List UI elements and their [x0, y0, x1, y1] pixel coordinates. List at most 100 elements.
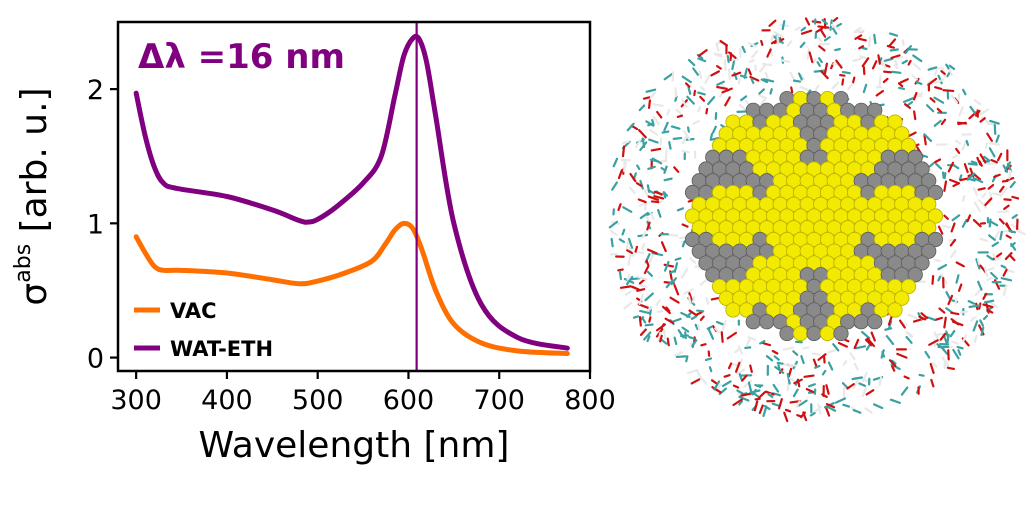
solvent-bond	[945, 330, 950, 339]
solvent-bond	[972, 187, 979, 196]
gold-atom	[921, 196, 937, 212]
solvent-bond	[691, 296, 696, 304]
solvent-bond	[978, 198, 987, 209]
solvent-bond	[954, 139, 962, 145]
solvent-bond	[807, 383, 816, 388]
silver-atom	[914, 255, 930, 271]
solvent-bond	[695, 311, 703, 316]
solvent-bond	[643, 188, 649, 196]
solvent-bond	[859, 55, 867, 60]
solvent-bond	[881, 59, 887, 69]
solvent-bond	[966, 172, 976, 181]
solvent-bond	[841, 78, 845, 86]
solvent-bond	[989, 220, 999, 227]
solvent-bond	[786, 372, 791, 385]
solvent-bond	[641, 137, 646, 149]
solvent-bond	[918, 373, 925, 377]
solvent-bond	[946, 366, 955, 371]
solvent-bond	[898, 86, 906, 91]
solvent-bond	[774, 365, 785, 374]
solvent-bond	[947, 294, 954, 306]
gold-atom	[927, 208, 944, 224]
solvent-bond	[760, 39, 764, 46]
solvent-bond	[882, 77, 889, 84]
solvent-bond	[861, 57, 870, 68]
solvent-bond	[638, 294, 644, 305]
solvent-bond	[814, 364, 821, 369]
solvent-bond	[817, 25, 830, 29]
solvent-bond	[710, 296, 721, 301]
solvent-bond	[769, 88, 773, 95]
solvent-bond	[611, 181, 618, 191]
solvent-bond	[903, 375, 910, 380]
solvent-bond	[973, 334, 978, 343]
solvent-bond	[975, 258, 981, 270]
solvent-bond	[641, 316, 647, 324]
solvent-bond	[1001, 179, 1009, 183]
solvent-bond	[955, 147, 961, 154]
solvent-bond	[889, 32, 899, 37]
solvent-bond	[800, 26, 807, 32]
solvent-bond	[636, 164, 641, 171]
solvent-bond	[676, 114, 684, 119]
solvent-bond	[728, 68, 731, 81]
silver-atom	[833, 325, 849, 342]
solvent-bond	[948, 68, 953, 76]
solvent-bond	[665, 279, 674, 289]
solvent-bond	[942, 89, 955, 93]
solvent-bond	[1003, 204, 1010, 210]
solvent-bond	[940, 70, 946, 75]
solvent-bond	[760, 78, 769, 84]
solvent-bond	[741, 45, 746, 54]
solvent-bond	[621, 145, 626, 158]
solvent-bond	[777, 398, 783, 410]
solvent-bond	[706, 325, 713, 330]
solvent-bond	[989, 142, 1001, 146]
solvent-bond	[648, 138, 659, 144]
solvent-bond	[980, 326, 985, 337]
solvent-bond	[891, 70, 902, 74]
solvent-bond	[738, 395, 750, 402]
solvent-bond	[1000, 277, 1013, 282]
solvent-bond	[901, 39, 905, 47]
silver-atom	[833, 90, 849, 107]
solvent-bond	[994, 230, 1000, 239]
solvent-bond	[855, 26, 862, 32]
solvent-bond	[927, 66, 938, 71]
solvent-bond	[697, 57, 707, 63]
solvent-bond	[732, 398, 743, 407]
solvent-bond	[925, 104, 935, 113]
solvent-bond	[1002, 284, 1008, 296]
solvent-bond	[634, 245, 639, 253]
solvent-bond	[852, 57, 864, 63]
solvent-bond	[989, 119, 1000, 125]
solvent-bond	[609, 229, 618, 237]
solvent-bond	[984, 197, 993, 207]
solvent-bond	[998, 218, 1005, 225]
solvent-bond	[821, 393, 828, 398]
solvent-bond	[647, 165, 656, 170]
solvent-bond	[1011, 214, 1018, 219]
solvent-bond	[979, 108, 990, 116]
solvent-bond	[1010, 223, 1021, 231]
solvent-bond	[929, 97, 936, 103]
solvent-bond	[638, 278, 646, 285]
solvent-bond	[663, 177, 673, 182]
solvent-bond	[920, 312, 929, 320]
solvent-bond	[657, 331, 662, 342]
solvent-bond	[764, 71, 770, 81]
solvent-bond	[726, 331, 738, 340]
legend-label-vac: VAC	[170, 299, 217, 323]
silver-atom	[921, 173, 937, 189]
solvent-bond	[1011, 195, 1020, 200]
solvent-bond	[638, 104, 646, 112]
series-line-vac	[133, 220, 570, 357]
gold-atom	[921, 220, 937, 236]
solvent-bond	[823, 36, 831, 42]
solvent-bond	[823, 62, 829, 75]
solvent-bond	[708, 328, 715, 340]
solvent-bond	[1008, 254, 1016, 262]
solvent-bond	[649, 211, 655, 220]
solvent-bond	[737, 78, 741, 85]
solvent-bond	[661, 130, 670, 134]
